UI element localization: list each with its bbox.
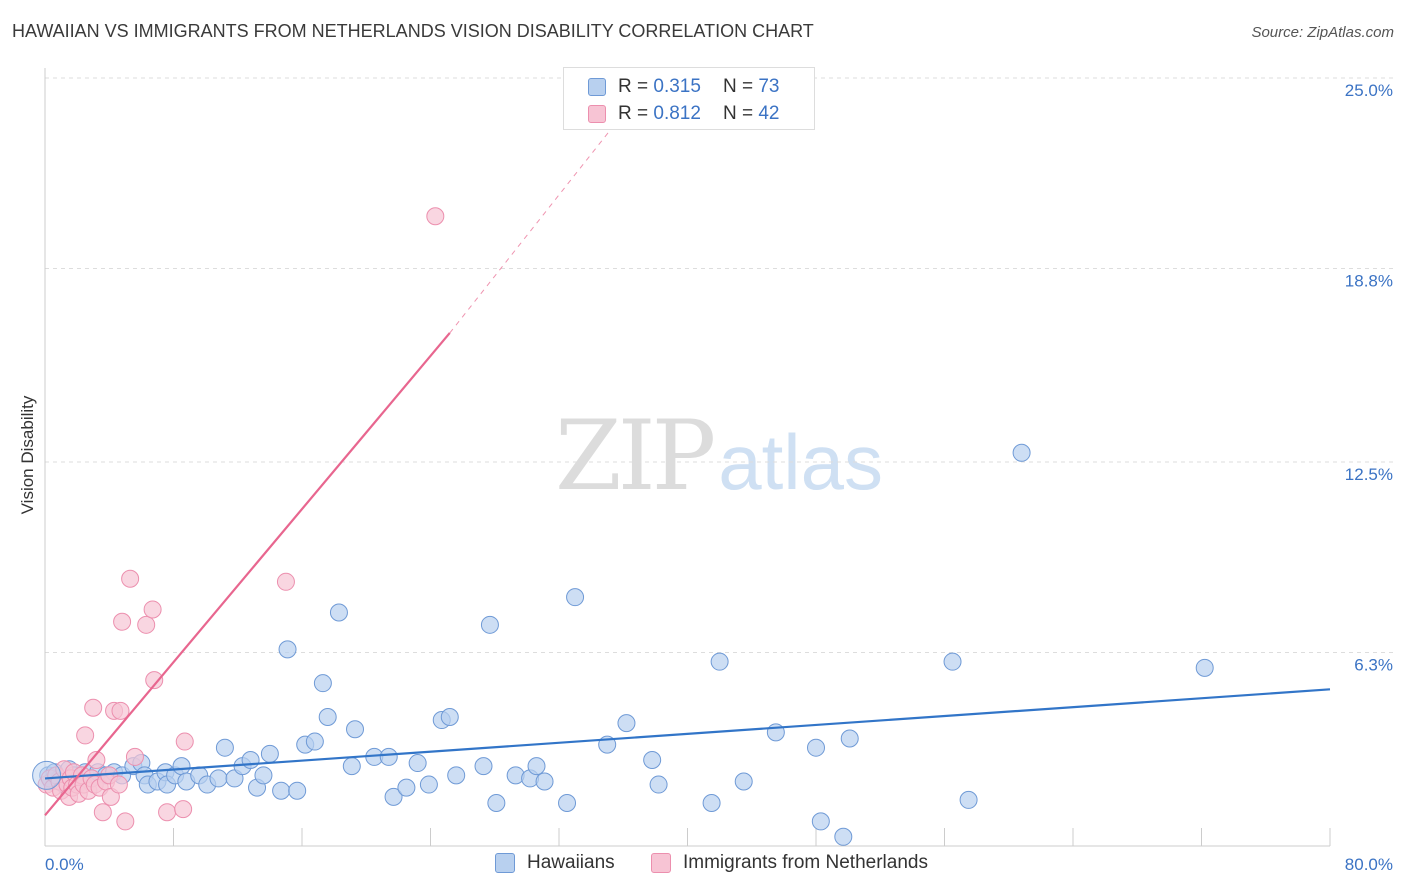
netherlands-point <box>121 569 140 588</box>
netherlands-point <box>76 726 95 745</box>
netherlands-legend-swatch <box>651 853 671 873</box>
netherlands-point <box>87 750 106 769</box>
hawaiians-point <box>447 766 466 785</box>
netherlands-point <box>426 207 445 226</box>
netherlands-point <box>276 572 295 591</box>
netherlands-point <box>125 747 144 766</box>
netherlands-point <box>145 671 164 690</box>
hawaiians-point <box>834 827 853 846</box>
hawaiians-swatch <box>588 78 606 96</box>
hawaiians-point <box>241 750 260 769</box>
hawaiians-point <box>617 714 636 733</box>
hawaiians-point <box>384 787 403 806</box>
hawaiians-point <box>807 738 825 757</box>
netherlands-point <box>116 812 135 831</box>
hawaiians-point <box>260 744 279 763</box>
legend-r-label: R = <box>618 103 649 124</box>
netherlands-point <box>158 803 177 822</box>
x-tick-label-min: 0.0% <box>45 855 84 874</box>
legend-r-value: 0.812 <box>653 103 701 124</box>
hawaiians-point <box>346 720 365 739</box>
hawaiians-point <box>840 729 859 748</box>
hawaiians-point <box>32 760 62 790</box>
hawaiians-point <box>558 793 577 812</box>
legend-n-label: N = <box>722 103 754 124</box>
bottom-legend-netherlands: Immigrants from Netherlands <box>651 852 928 874</box>
hawaiians-point <box>527 757 546 776</box>
netherlands-legend-label: Immigrants from Netherlands <box>683 852 928 873</box>
hawaiians-point <box>329 603 348 622</box>
legend-n-value: 73 <box>758 76 780 97</box>
hawaiians-point <box>1012 443 1031 462</box>
hawaiians-point <box>342 757 361 776</box>
hawaiians-point <box>440 707 459 726</box>
netherlands-trend-extension <box>449 93 640 334</box>
netherlands-point <box>109 775 128 794</box>
netherlands-point <box>84 698 103 717</box>
bottom-legend-hawaiians: Hawaiians <box>495 852 615 874</box>
hawaiians-point <box>535 772 554 791</box>
y-tick-label: 6.3% <box>1354 655 1393 674</box>
hawaiians-point <box>811 812 830 831</box>
hawaiians-point <box>172 757 191 776</box>
hawaiians-point <box>734 772 753 791</box>
legend-row-hawaiians: R = 0.315 N = 73 <box>588 75 779 99</box>
hawaiians-point <box>209 769 228 788</box>
hawaiians-point <box>305 732 324 751</box>
hawaiians-point <box>474 757 493 776</box>
hawaiians-point <box>702 793 721 812</box>
hawaiians-point <box>959 790 978 809</box>
netherlands-point <box>93 803 112 822</box>
hawaiians-point <box>1195 658 1214 677</box>
stats-legend: R = 0.315 N = 73 R = 0.812 N = 42 <box>563 67 815 130</box>
hawaiians-point <box>288 781 307 800</box>
legend-n-label: N = <box>722 76 754 97</box>
netherlands-swatch <box>588 105 606 123</box>
hawaiians-point <box>379 747 398 766</box>
legend-r-label: R = <box>618 76 649 97</box>
hawaiians-point <box>419 775 438 794</box>
netherlands-trend-line <box>44 332 451 816</box>
hawaiians-trend-line <box>44 688 1331 780</box>
hawaiians-point <box>649 775 668 794</box>
y-axis-label: Vision Disability <box>18 395 37 515</box>
hawaiians-legend-swatch <box>495 853 515 873</box>
hawaiians-point <box>408 754 427 773</box>
netherlands-point <box>143 600 162 619</box>
netherlands-point <box>175 732 194 751</box>
hawaiians-point <box>487 793 506 812</box>
legend-r-value: 0.315 <box>653 76 701 97</box>
legend-n-value: 42 <box>758 103 780 124</box>
bottom-legend: Hawaiians Immigrants from Netherlands <box>0 852 1406 878</box>
netherlands-point <box>113 612 132 631</box>
hawaiians-point <box>643 750 662 769</box>
hawaiians-point <box>278 640 297 659</box>
hawaiians-point <box>943 652 962 671</box>
chart-title: HAWAIIAN VS IMMIGRANTS FROM NETHERLANDS … <box>12 21 814 41</box>
netherlands-point <box>174 800 193 819</box>
hawaiians-point <box>215 738 234 757</box>
hawaiians-point <box>254 766 273 785</box>
hawaiians-point <box>480 615 499 634</box>
hawaiians-point <box>318 707 337 726</box>
hawaiians-point <box>566 588 585 607</box>
netherlands-point <box>111 701 130 720</box>
y-tick-label: 12.5% <box>1345 465 1393 484</box>
legend-row-netherlands: R = 0.812 N = 42 <box>588 102 779 126</box>
hawaiians-point <box>710 652 729 671</box>
source-label: Source: ZipAtlas.com <box>1251 24 1394 41</box>
hawaiians-point <box>272 781 291 800</box>
hawaiians-point <box>313 674 332 693</box>
hawaiians-legend-label: Hawaiians <box>527 852 615 873</box>
y-tick-label: 25.0% <box>1345 81 1393 100</box>
y-tick-label: 18.8% <box>1345 271 1393 290</box>
hawaiians-point <box>397 778 416 797</box>
netherlands-point <box>137 615 156 634</box>
x-tick-label-max: 80.0% <box>1345 855 1393 874</box>
